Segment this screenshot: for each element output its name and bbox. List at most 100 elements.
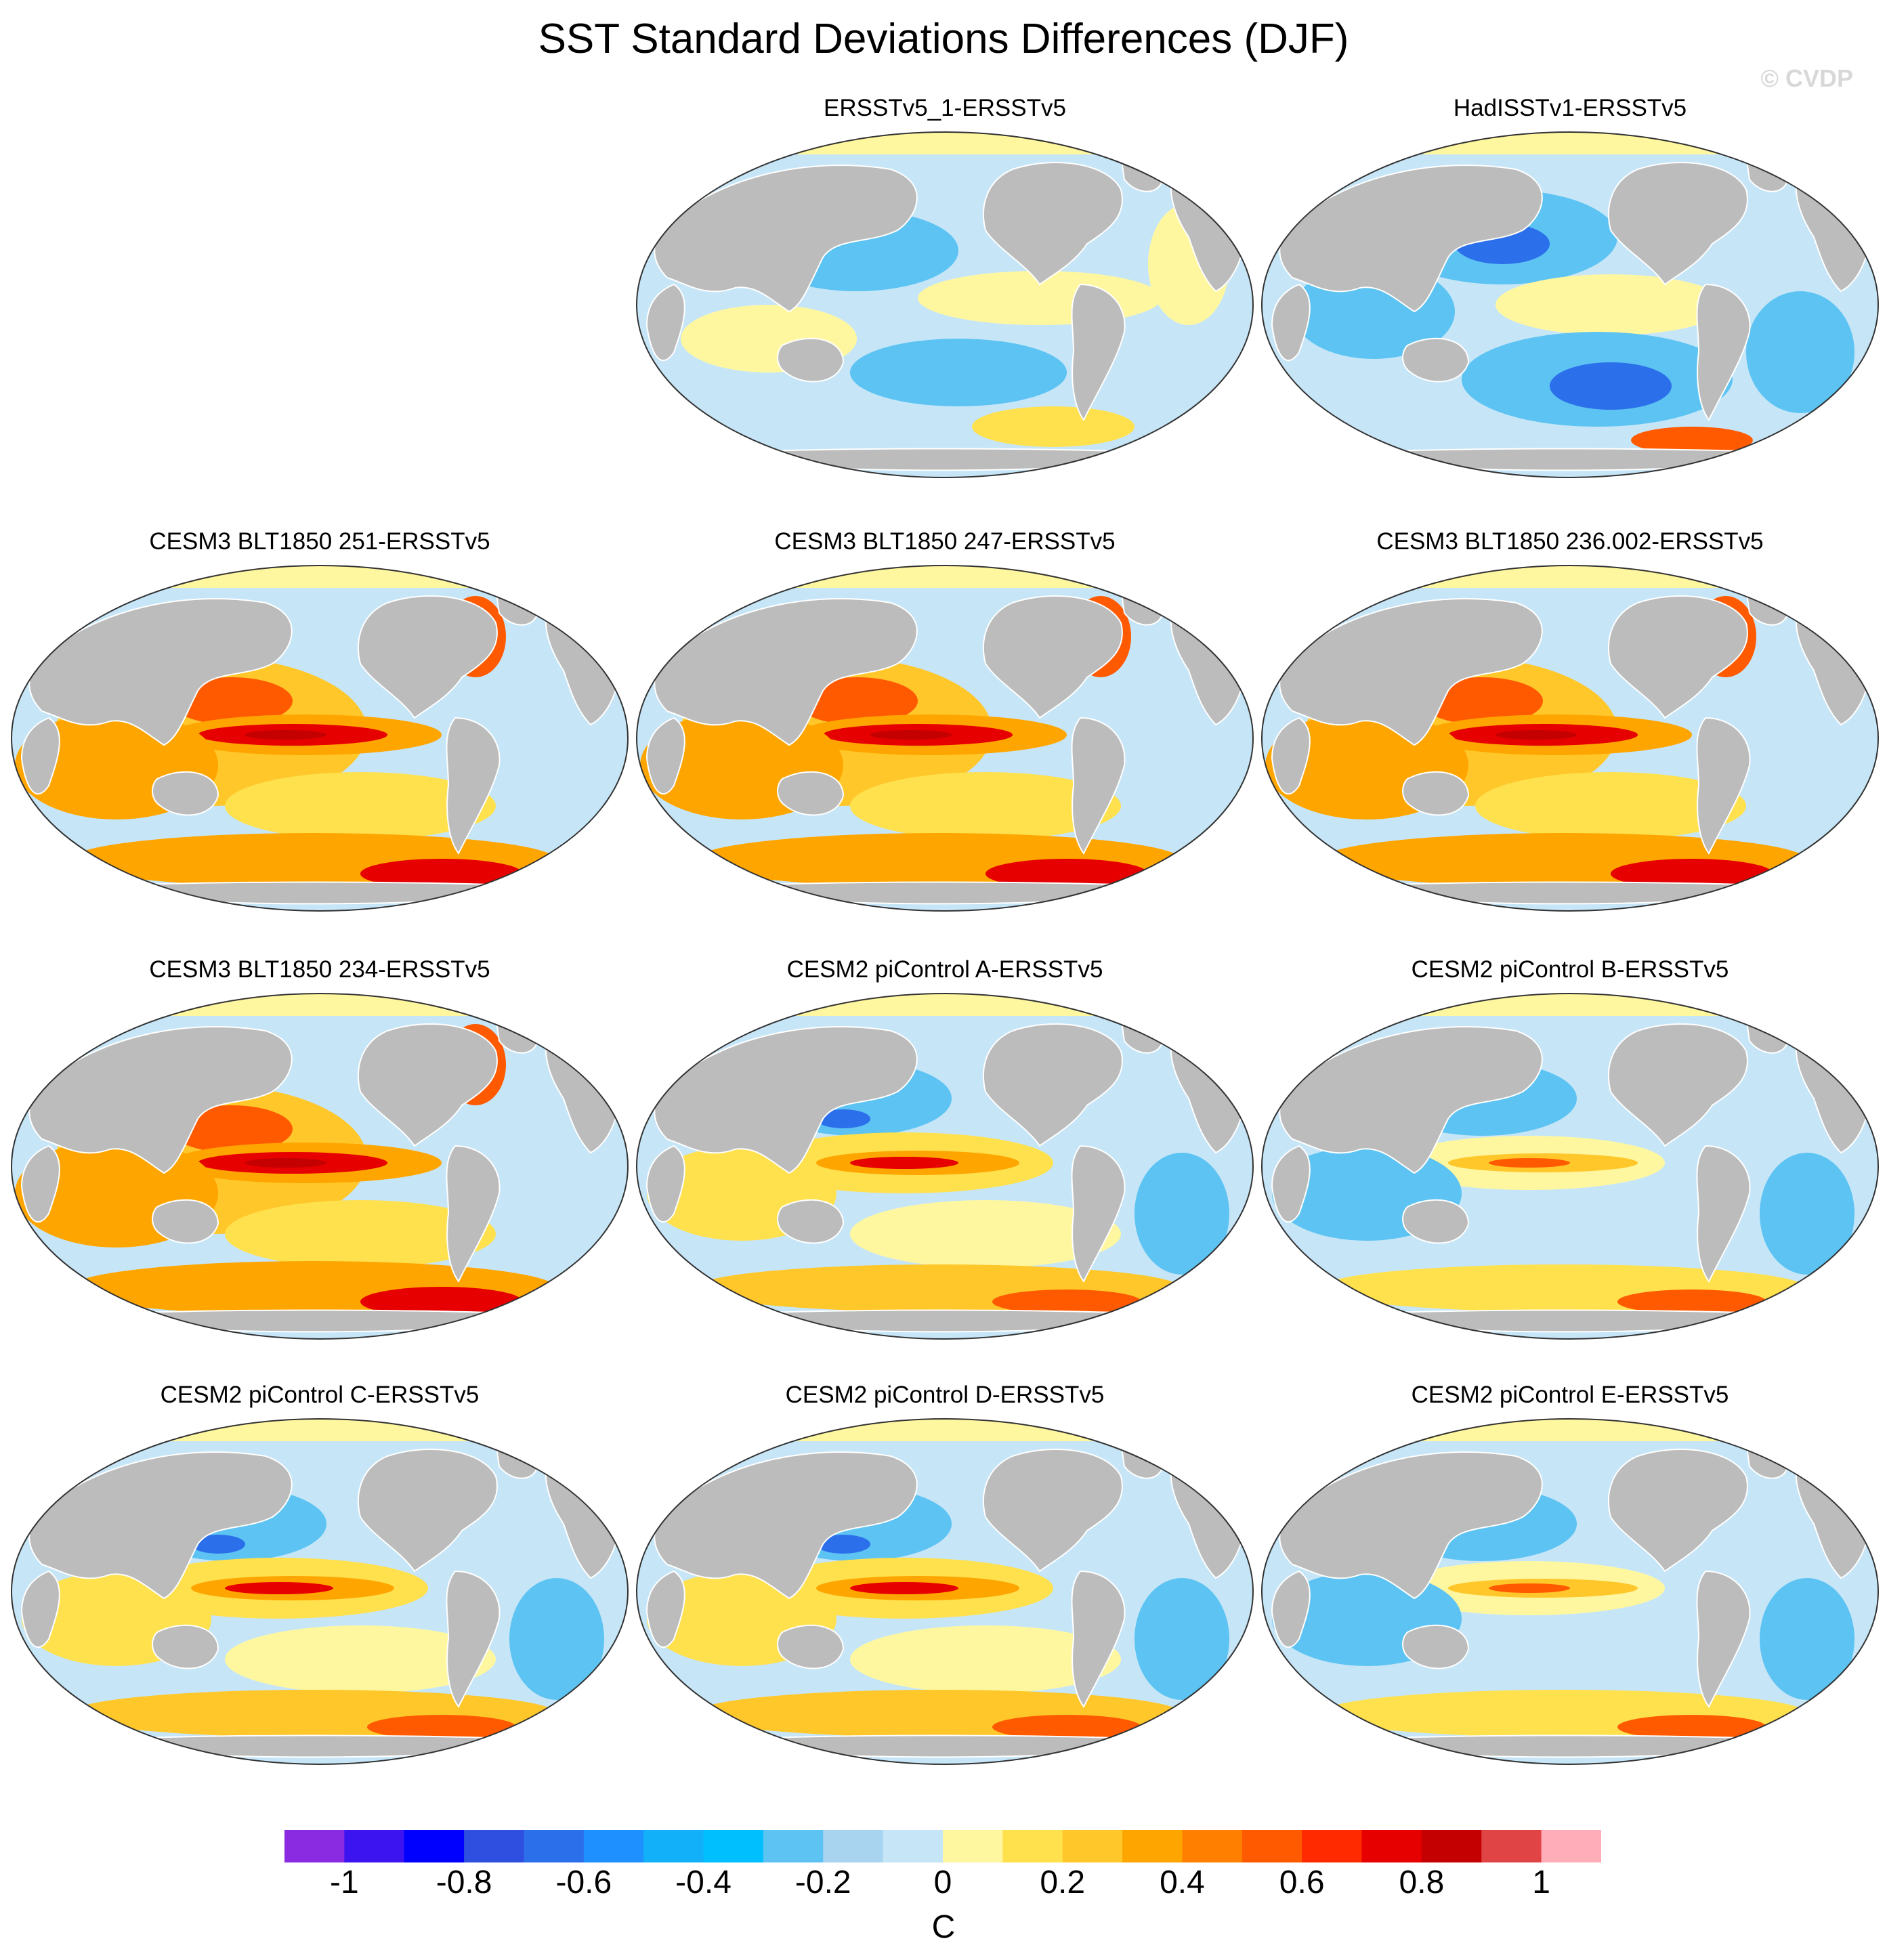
south-america-land — [1071, 283, 1126, 421]
drake-passage-anomaly — [1617, 1715, 1766, 1739]
africa-land — [1271, 717, 1311, 795]
colorbar-swatch — [524, 1830, 585, 1862]
eurasia-land — [654, 1026, 918, 1174]
drake-passage-anomaly — [360, 1287, 523, 1317]
enso-core-anomaly — [1489, 1158, 1570, 1168]
eurasia-land — [1279, 1026, 1543, 1174]
map-field — [1262, 132, 1878, 477]
map-outline — [1261, 565, 1879, 912]
colorbar-swatch — [1122, 1830, 1183, 1862]
colorbar-swatch — [404, 1830, 465, 1862]
colorbar-swatch — [703, 1830, 764, 1862]
panel-title: CESM2 piControl E-ERSSTv5 — [1411, 1382, 1729, 1408]
south-pacific-anomaly — [225, 1200, 496, 1268]
colorbar-tick-label: -0.2 — [794, 1865, 851, 1900]
colorbar-swatch — [1481, 1830, 1542, 1862]
kuroshio-anomaly — [796, 677, 918, 725]
map-outline — [636, 565, 1254, 912]
colorbar-swatch — [883, 1830, 944, 1862]
map-panel: CESM2 piControl E-ERSSTv5 — [1258, 1382, 1882, 1774]
north-pacific-core-anomaly — [816, 1535, 870, 1554]
map-outline — [636, 131, 1254, 478]
australia-land — [777, 771, 845, 816]
south-pacific-anomaly — [850, 1625, 1121, 1693]
world-map — [636, 131, 1254, 478]
world-map — [11, 1418, 629, 1765]
eurasia-land — [1279, 1451, 1543, 1600]
panel-title: CESM2 piControl B-ERSSTv5 — [1411, 956, 1729, 983]
eurasia-land — [1279, 598, 1543, 746]
colorbar-tick-label: -0.8 — [436, 1865, 492, 1900]
colorbar-tick-label: 0.4 — [1160, 1865, 1205, 1900]
colorbar-swatch — [464, 1830, 524, 1862]
southern-ocean-anomaly — [972, 406, 1135, 447]
colorbar — [284, 1830, 1601, 1862]
map-field — [1262, 1419, 1878, 1764]
figure-title: SST Standard Deviations Differences (DJF… — [538, 16, 1349, 62]
australia-land — [777, 337, 845, 383]
colorbar-swatch — [1541, 1830, 1601, 1862]
eurasia-land — [28, 1451, 293, 1600]
enso-core-anomaly — [850, 1157, 958, 1169]
south-pacific-anomaly — [1475, 772, 1746, 840]
australia-land — [777, 1199, 845, 1244]
africa-land — [20, 717, 60, 795]
map-outline — [11, 993, 629, 1340]
south-pacific-core-anomaly — [1550, 362, 1672, 410]
south-pacific-anomaly — [1475, 1625, 1746, 1693]
south-pacific-anomaly — [225, 772, 496, 840]
north-pacific-core-anomaly — [816, 1109, 870, 1128]
colorbar-swatch — [943, 1830, 1003, 1862]
colorbar-swatch — [284, 1830, 345, 1862]
kuroshio-anomaly — [171, 677, 293, 725]
north-america-land — [1607, 595, 1748, 719]
north-america-land — [982, 1449, 1123, 1573]
map-outline — [11, 565, 629, 912]
colorbar-tick-label: 0.6 — [1279, 1865, 1325, 1900]
world-map — [636, 1418, 1254, 1765]
drake-passage-anomaly — [367, 1715, 516, 1739]
south-america-land — [1696, 717, 1751, 855]
colorbar-swatch — [1002, 1830, 1063, 1862]
south-america-land — [446, 1145, 501, 1283]
south-america-land — [1696, 1145, 1751, 1283]
eurasia-land — [28, 598, 293, 746]
north-america-land — [982, 1023, 1123, 1147]
australia-land — [1402, 1624, 1470, 1669]
panel-title: CESM3 BLT1850 251-ERSSTv5 — [149, 528, 490, 555]
north-pacific-core-anomaly — [191, 1535, 245, 1554]
colorbar-tick-label: -0.4 — [675, 1865, 732, 1900]
australia-land — [152, 771, 219, 816]
colorbar-tick-label: 1 — [1532, 1865, 1550, 1900]
colorbar-swatch — [1062, 1830, 1123, 1862]
map-panel: CESM3 BLT1850 247-ERSSTv5 — [633, 528, 1256, 921]
map-field — [12, 994, 628, 1339]
eurasia-land — [1279, 165, 1543, 313]
south-america-land — [446, 717, 501, 855]
australia-land — [1402, 771, 1470, 816]
map-field — [637, 1419, 1253, 1764]
africa-land — [645, 1570, 685, 1648]
north-america-land — [1607, 1023, 1748, 1147]
colorbar-unit: C — [931, 1909, 956, 1945]
panel-title: CESM3 BLT1850 234-ERSSTv5 — [149, 956, 490, 983]
south-atlantic-anomaly — [1760, 1153, 1854, 1275]
enso-core-anomaly — [1489, 1583, 1570, 1593]
atlantic-anomaly — [523, 1119, 604, 1241]
map-outline — [1261, 993, 1879, 1340]
map-panel: CESM2 piControl D-ERSSTv5 — [633, 1382, 1256, 1774]
map-panel: CESM2 piControl B-ERSSTv5 — [1258, 956, 1882, 1349]
south-america-land — [1696, 1570, 1751, 1708]
drake-passage-anomaly — [992, 1715, 1141, 1739]
panel-title: CESM3 BLT1850 236.002-ERSSTv5 — [1376, 528, 1764, 555]
panel-title: HadISSTv1-ERSSTv5 — [1453, 95, 1687, 121]
drake-passage-anomaly — [985, 859, 1148, 889]
world-map — [11, 993, 629, 1340]
south-pacific-anomaly — [1475, 1200, 1746, 1268]
south-pacific-anomaly — [225, 1625, 496, 1693]
world-map — [636, 565, 1254, 912]
map-panel: CESM3 BLT1850 234-ERSSTv5 — [8, 956, 631, 1349]
drake-passage-anomaly — [1611, 859, 1773, 889]
colorbar-swatch — [1182, 1830, 1243, 1862]
map-panel: ERSSTv5_1-ERSSTv5 — [633, 95, 1256, 488]
